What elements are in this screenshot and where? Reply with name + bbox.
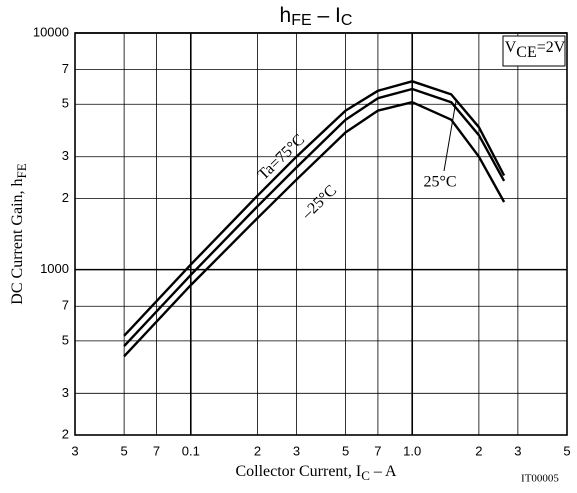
- x-tick-label: 3: [514, 443, 521, 458]
- y-tick-label: 5: [62, 332, 69, 347]
- y-tick-label: 7: [62, 298, 69, 313]
- label-part: Collector Current, I: [235, 463, 361, 480]
- title-part: h: [280, 4, 292, 27]
- y-tick-label: 1000: [40, 261, 69, 276]
- x-tick-label: 3: [293, 443, 300, 458]
- condition-box: [502, 35, 566, 67]
- x-tick-label: 2: [254, 443, 261, 458]
- title-part: – I: [312, 4, 341, 27]
- x-tick-label: 5: [342, 443, 349, 458]
- y-tick-label: 2: [62, 190, 69, 205]
- curve-label: 25°C: [423, 174, 456, 191]
- cond-part: =2V: [537, 39, 566, 56]
- label-part: DC Current Gain, h: [9, 178, 26, 304]
- label-sub: C: [361, 468, 370, 483]
- chart-title: hFE – IC: [280, 4, 353, 30]
- x-tick-label: 5: [563, 443, 570, 458]
- x-tick-label: 7: [374, 443, 381, 458]
- y-tick-label: 3: [62, 148, 69, 163]
- plot-frame: [74, 32, 568, 436]
- cond-sub: CE: [516, 44, 536, 61]
- title-sub: FE: [291, 12, 311, 29]
- curve: [123, 100, 506, 358]
- x-axis-label: Collector Current, IC – A: [235, 463, 397, 483]
- x-tick-label: 1.0: [403, 443, 421, 458]
- condition: VCE=2V: [505, 39, 566, 61]
- y-tick-label: 3: [62, 385, 69, 400]
- x-tick-label: 0.1: [182, 443, 200, 458]
- curve: [123, 80, 506, 337]
- x-tick-label: 3: [71, 443, 78, 458]
- y-tick-label: 7: [62, 61, 69, 76]
- x-tick-label: 7: [153, 443, 160, 458]
- curve: [123, 87, 506, 347]
- y-tick-label: 5: [62, 96, 69, 111]
- y-tick-label: 10000: [33, 24, 69, 39]
- curve-label: –25°C: [298, 182, 340, 223]
- title-sub: C: [341, 12, 353, 29]
- x-tick-label: 2: [475, 443, 482, 458]
- x-tick-label: 5: [121, 443, 128, 458]
- leader-line: [443, 100, 457, 172]
- y-axis-label: DC Current Gain, hFE: [9, 163, 29, 304]
- cond-part: V: [505, 39, 517, 56]
- figure-code: IT00005: [521, 473, 559, 485]
- label-part: – A: [370, 463, 397, 480]
- y-tick-label: 2: [62, 426, 69, 441]
- label-sub: FE: [14, 163, 29, 178]
